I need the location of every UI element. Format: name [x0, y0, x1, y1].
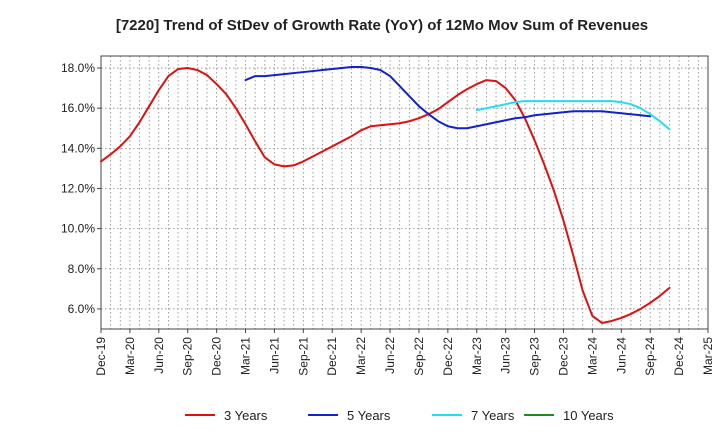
- x-tick-label: Dec-22: [441, 337, 455, 376]
- legend-label-10-years: 10 Years: [563, 408, 614, 423]
- y-tick-label: 8.0%: [68, 262, 96, 276]
- x-tick-label: Dec-20: [210, 337, 224, 376]
- x-tick-label: Jun-20: [152, 337, 166, 374]
- x-tick-label: Sep-24: [643, 337, 657, 376]
- x-tick-label: Mar-23: [470, 337, 484, 375]
- series-line-7-years: [475, 100, 671, 131]
- x-tick-label: Jun-23: [499, 337, 513, 374]
- x-tick-label: Sep-21: [296, 337, 310, 376]
- x-tick-label: Mar-25: [701, 337, 715, 375]
- x-axis: Dec-19 Mar-20 Jun-20 Sep-20 Dec-20 Mar-21 Jun-…: [94, 329, 715, 376]
- x-tick-label: Jun-21: [267, 337, 281, 374]
- chart-title: [7220] Trend of StDev of Growth Rate (Yo…: [116, 17, 648, 34]
- legend-label-7-years: 7 Years: [471, 408, 515, 423]
- legend-label-3-years: 3 Years: [224, 408, 268, 423]
- grid-layer: [101, 56, 708, 329]
- x-tick-label: Mar-24: [585, 337, 599, 375]
- x-tick-label: Mar-22: [354, 337, 368, 375]
- y-tick-label: 16.0%: [61, 101, 95, 115]
- plot-frame: [100, 55, 709, 330]
- y-tick-label: 6.0%: [68, 302, 96, 316]
- series-line-5-years: [244, 66, 652, 130]
- x-tick-label: Mar-21: [239, 337, 253, 375]
- x-tick-label: Dec-19: [94, 337, 108, 376]
- legend-label-5-years: 5 Years: [347, 408, 391, 423]
- x-tick-label: Jun-24: [614, 337, 628, 374]
- x-tick-label: Dec-24: [672, 337, 686, 376]
- x-tick-label: Mar-20: [123, 337, 137, 375]
- x-tick-label: Sep-23: [528, 337, 542, 376]
- x-tick-label: Sep-20: [181, 337, 195, 376]
- y-tick-label: 14.0%: [61, 141, 95, 155]
- y-tick-label: 18.0%: [61, 61, 95, 75]
- x-tick-label: Dec-21: [325, 337, 339, 376]
- x-tick-label: Sep-22: [412, 337, 426, 376]
- series-layer: [100, 66, 671, 324]
- y-tick-label: 12.0%: [61, 181, 95, 195]
- y-axis: 6.0% 8.0% 10.0% 12.0% 14.0% 16.0% 18.0%: [61, 61, 101, 316]
- series-line-3-years: [100, 67, 671, 324]
- legend: 3 Years 5 Years 7 Years 10 Years: [185, 408, 614, 423]
- x-tick-label: Dec-23: [556, 337, 570, 376]
- x-tick-label: Jun-22: [383, 337, 397, 374]
- y-tick-label: 10.0%: [61, 222, 95, 236]
